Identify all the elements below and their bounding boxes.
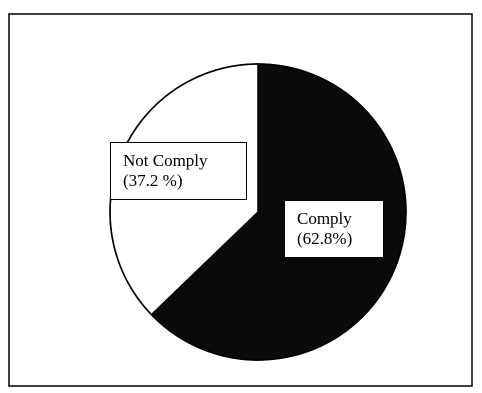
slice-label-comply-value: (62.8%) [297, 229, 353, 248]
slice-label-comply: Comply (62.8%) [284, 200, 384, 258]
slice-label-not-comply-name: Not Comply [123, 151, 208, 170]
slice-label-comply-name: Comply [297, 209, 352, 228]
pie-outline [109, 63, 407, 361]
slice-label-not-comply: Not Comply (37.2 %) [110, 142, 247, 200]
slice-label-not-comply-value: (37.2 %) [123, 171, 183, 190]
